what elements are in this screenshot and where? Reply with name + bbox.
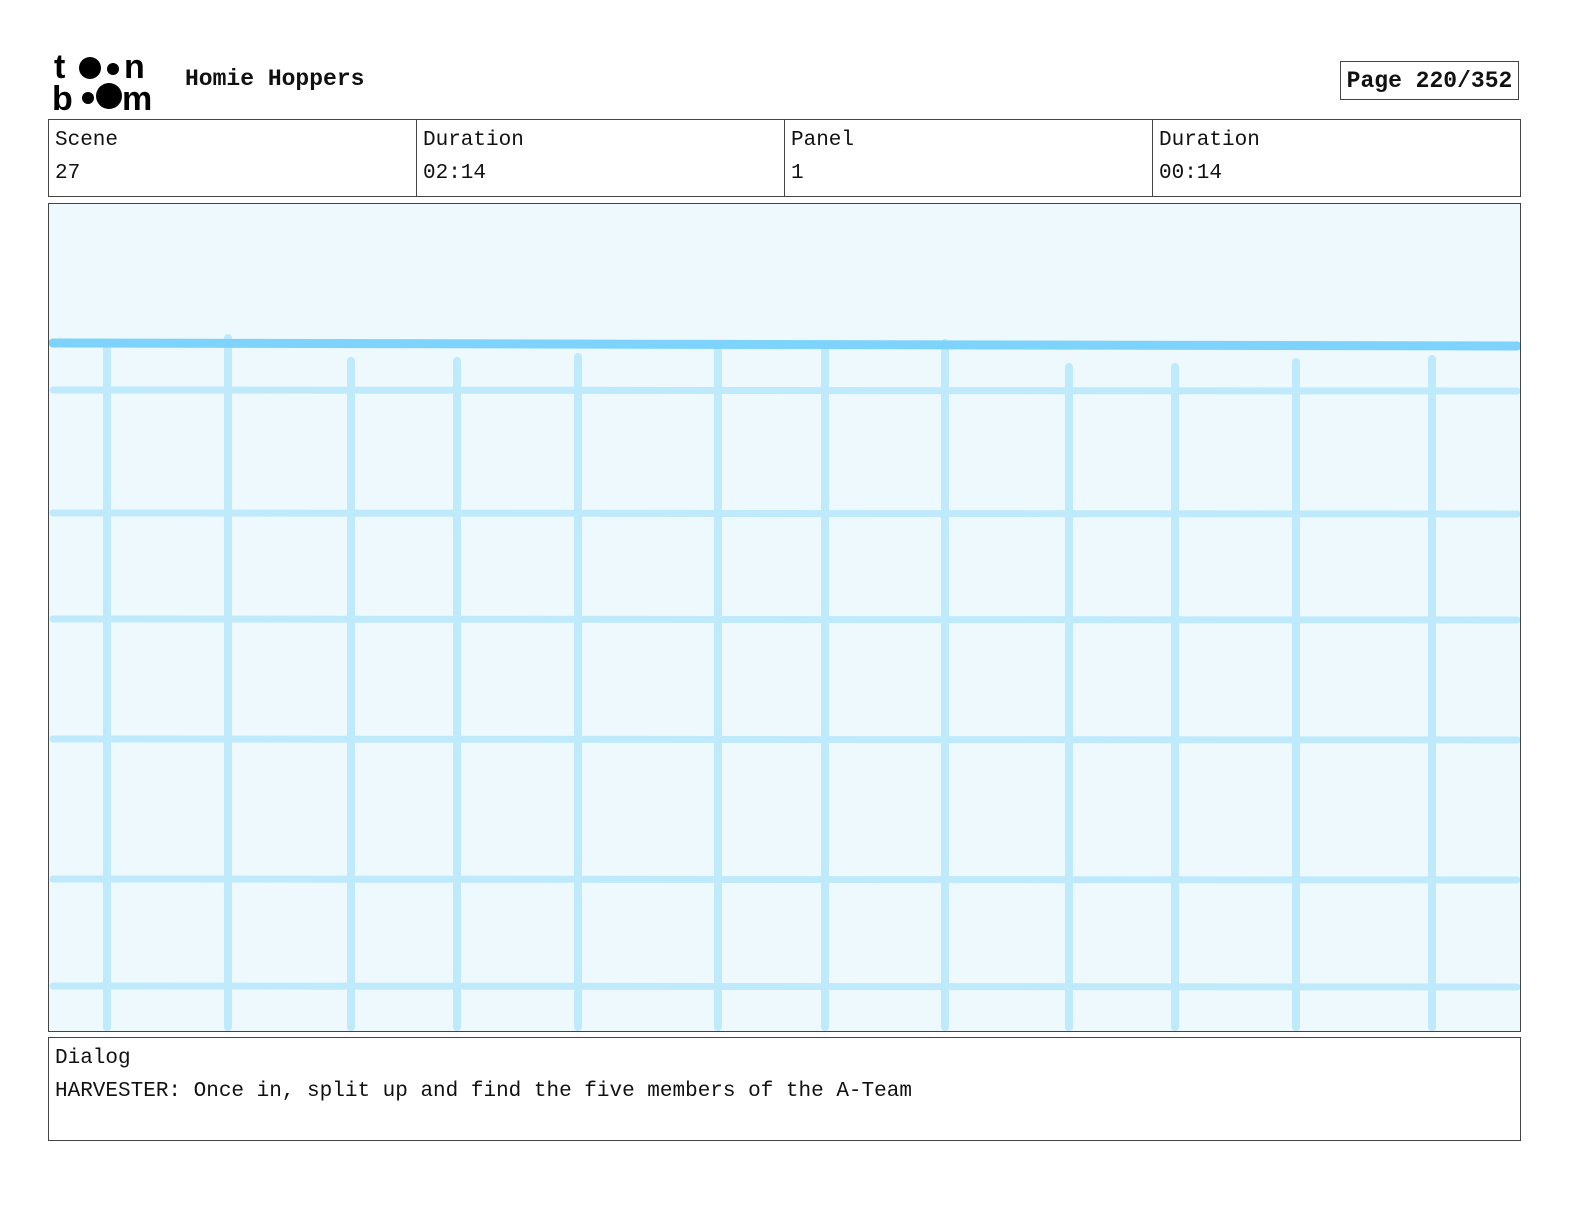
svg-text:b: b <box>52 80 73 112</box>
panel-drawing <box>49 334 1520 1031</box>
svg-text:m: m <box>122 80 152 112</box>
scene-value: 27 <box>55 162 81 185</box>
grid-line-horizontal <box>49 386 1520 395</box>
dialog-text: HARVESTER: Once in, split up and find th… <box>55 1080 912 1103</box>
horizon-line <box>49 338 1520 351</box>
scene-duration-value: 02:14 <box>423 162 487 185</box>
svg-text:n: n <box>124 50 145 86</box>
scene-info-table: Scene 27 Duration 02:14 Panel 1 Duration 00:… <box>48 119 1521 197</box>
project-title: Homie Hoppers <box>185 66 365 92</box>
dialog-box: Dialog HARVESTER: Once in, split up and … <box>48 1037 1521 1141</box>
panel-value: 1 <box>791 162 804 185</box>
panel-duration-cell: Duration 00:14 <box>1152 120 1520 196</box>
grid-line-horizontal <box>49 615 1520 624</box>
svg-text:t: t <box>54 50 65 86</box>
grid-line-horizontal <box>49 875 1520 884</box>
scene-duration-cell: Duration 02:14 <box>416 120 784 196</box>
panel-duration-label: Duration <box>1159 129 1260 152</box>
panel-cell: Panel 1 <box>784 120 1152 196</box>
scene-duration-label: Duration <box>423 129 524 152</box>
storyboard-panel <box>48 203 1521 1032</box>
grid-line-horizontal <box>49 735 1520 744</box>
dialog-label: Dialog <box>55 1047 131 1070</box>
grid-line-horizontal <box>49 982 1520 991</box>
panel-duration-value: 00:14 <box>1159 162 1223 185</box>
scene-cell: Scene 27 <box>49 120 416 196</box>
grid-line-horizontal <box>49 509 1520 518</box>
toon-boom-logo: t n b m <box>52 50 152 112</box>
scene-label: Scene <box>55 129 119 152</box>
page-number: Page 220/352 <box>1340 61 1519 100</box>
panel-label: Panel <box>791 129 855 152</box>
